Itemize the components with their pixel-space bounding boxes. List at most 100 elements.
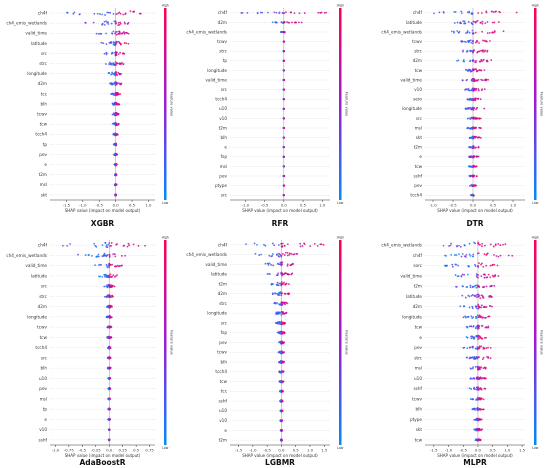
shap-point bbox=[109, 82, 112, 85]
shap-point bbox=[471, 307, 474, 310]
shap-point bbox=[480, 49, 483, 52]
shap-point bbox=[275, 11, 278, 14]
shap-point bbox=[470, 70, 473, 73]
feature-label: d2m bbox=[413, 304, 422, 309]
shap-point bbox=[278, 263, 280, 266]
colorbar bbox=[164, 8, 167, 200]
shap-point bbox=[119, 21, 121, 24]
shap-point bbox=[280, 294, 283, 297]
shap-point bbox=[463, 273, 466, 276]
shap-point bbox=[453, 254, 456, 256]
shap-point bbox=[487, 346, 489, 349]
feature-label: tp bbox=[43, 407, 48, 412]
shap-point bbox=[280, 303, 283, 306]
shap-point bbox=[483, 377, 486, 379]
shap-point bbox=[280, 428, 283, 431]
shap-point bbox=[106, 254, 108, 257]
x-tick-label: 0.0 bbox=[278, 448, 285, 453]
shap-point bbox=[96, 12, 99, 15]
shap-point bbox=[465, 79, 468, 82]
x-tick-label: 0.0 bbox=[475, 448, 482, 453]
shap-point bbox=[121, 264, 123, 267]
shap-point bbox=[469, 165, 471, 168]
shap-point bbox=[481, 428, 483, 431]
shap-point bbox=[465, 41, 467, 43]
feature-label: msl bbox=[40, 182, 47, 187]
shap-point bbox=[62, 244, 64, 247]
shap-point bbox=[469, 127, 471, 130]
shap-point bbox=[476, 252, 479, 255]
shap-point bbox=[109, 11, 112, 14]
x-tick-label: -1.5 bbox=[235, 448, 243, 453]
shap-point bbox=[471, 68, 474, 70]
shap-point bbox=[112, 113, 115, 116]
shap-point bbox=[483, 306, 486, 309]
feature-label: src bbox=[221, 193, 228, 198]
shap-point bbox=[464, 88, 466, 91]
colorbar-low-label: Low bbox=[337, 201, 344, 205]
shap-point bbox=[106, 246, 109, 249]
shap-point bbox=[475, 165, 478, 168]
shap-point bbox=[116, 93, 119, 95]
shap-point bbox=[494, 274, 497, 277]
shap-point bbox=[485, 336, 487, 339]
shap-point bbox=[278, 303, 281, 306]
shap-point bbox=[114, 73, 116, 76]
shap-point bbox=[99, 13, 101, 15]
shap-point bbox=[112, 43, 115, 46]
shap-point bbox=[483, 88, 486, 91]
shap-point bbox=[468, 136, 471, 139]
feature-label: tcwv bbox=[37, 112, 47, 117]
shap-point bbox=[468, 11, 471, 14]
shap-point bbox=[287, 273, 289, 276]
shap-point bbox=[468, 146, 471, 149]
shap-point bbox=[475, 419, 477, 422]
shap-point bbox=[105, 244, 108, 247]
shap-point bbox=[93, 12, 96, 15]
shap-point bbox=[144, 244, 146, 247]
shap-point bbox=[282, 156, 285, 158]
shap-point bbox=[482, 356, 485, 359]
feature-label: latitude bbox=[406, 20, 422, 25]
shap-point bbox=[114, 70, 117, 73]
x-tick-label: -1.0 bbox=[52, 448, 60, 453]
shap-point bbox=[108, 326, 111, 329]
shap-point bbox=[90, 254, 93, 257]
shap-point bbox=[114, 94, 117, 97]
shap-point bbox=[101, 244, 104, 247]
shap-point bbox=[114, 21, 117, 24]
panel-title: RFR bbox=[272, 219, 289, 228]
shap-point bbox=[465, 32, 467, 35]
shap-point bbox=[285, 11, 287, 14]
shap-point bbox=[475, 296, 478, 299]
shap-point bbox=[478, 126, 480, 129]
shap-point bbox=[467, 39, 470, 42]
shap-point bbox=[474, 147, 476, 149]
shap-point bbox=[66, 244, 69, 247]
shap-point bbox=[284, 283, 287, 285]
feature-label: sshf bbox=[39, 437, 48, 442]
shap-point bbox=[478, 307, 480, 309]
shap-point bbox=[110, 73, 112, 76]
shap-point bbox=[103, 20, 106, 23]
shap-point bbox=[267, 264, 270, 266]
shap-point bbox=[280, 311, 282, 314]
shap-point bbox=[283, 273, 286, 275]
shap-point bbox=[473, 336, 476, 339]
shap-point bbox=[98, 275, 100, 278]
shap-point bbox=[137, 244, 140, 247]
shap-point bbox=[105, 53, 108, 56]
shap-point bbox=[283, 281, 285, 284]
shap-point bbox=[105, 43, 108, 46]
shap-point bbox=[473, 194, 475, 197]
shap-point bbox=[280, 284, 283, 287]
shap-point bbox=[278, 12, 281, 15]
shap-point bbox=[274, 21, 277, 24]
shap-point bbox=[477, 365, 479, 368]
shap-point bbox=[469, 357, 472, 360]
shap-point bbox=[111, 263, 114, 266]
shap-point bbox=[283, 40, 286, 43]
shap-point bbox=[264, 244, 267, 247]
shap-point bbox=[282, 146, 285, 148]
shap-point bbox=[287, 293, 290, 296]
